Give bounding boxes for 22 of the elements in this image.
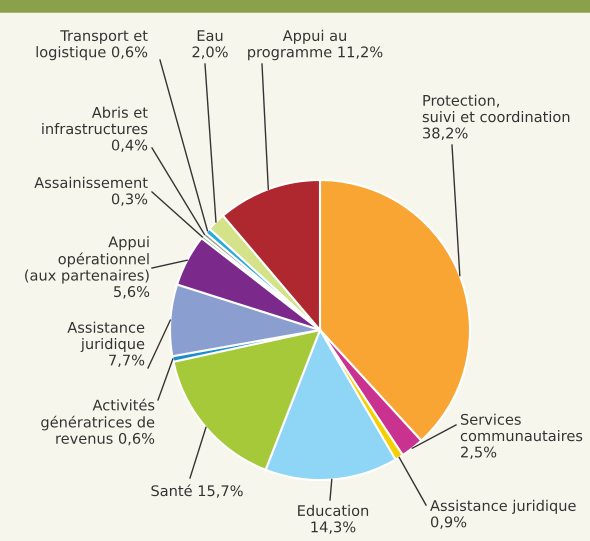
slice-label: Transport et logistique 0,6% bbox=[36, 30, 148, 60]
data-label: 14,3% bbox=[311, 521, 356, 534]
slice-label: Services communautaires bbox=[460, 414, 582, 442]
data-label: 5,6% bbox=[114, 286, 150, 299]
slice-label: Appui opérationnel (aux partenaires) bbox=[25, 236, 149, 284]
slice-label: Eau bbox=[198, 30, 222, 42]
data-label: 0,3% bbox=[112, 193, 148, 206]
data-label: 0,9% bbox=[430, 516, 466, 529]
slice-label: Assainissement bbox=[34, 176, 148, 188]
slice-label: Assistance juridique bbox=[430, 500, 576, 514]
slice-label: Appui au programme 11,2% bbox=[248, 30, 382, 60]
data-label: 38,2% bbox=[423, 128, 468, 140]
slice-label: Abris et infrastructures bbox=[42, 106, 148, 134]
slice-label: Protection, suivi et coordination bbox=[422, 94, 570, 122]
data-label: 2,5% bbox=[461, 446, 496, 460]
data-label: 7,7% bbox=[109, 354, 144, 368]
slice-label: Activités génératrices de revenus 0,6% bbox=[41, 398, 154, 446]
slice-label: Education bbox=[298, 504, 368, 516]
data-label: 0,4% bbox=[112, 140, 148, 152]
slice-label: Assistance juridique bbox=[67, 322, 144, 352]
slice-label: Santé 15,7% bbox=[151, 484, 243, 498]
data-label: 2,0% bbox=[192, 46, 228, 59]
